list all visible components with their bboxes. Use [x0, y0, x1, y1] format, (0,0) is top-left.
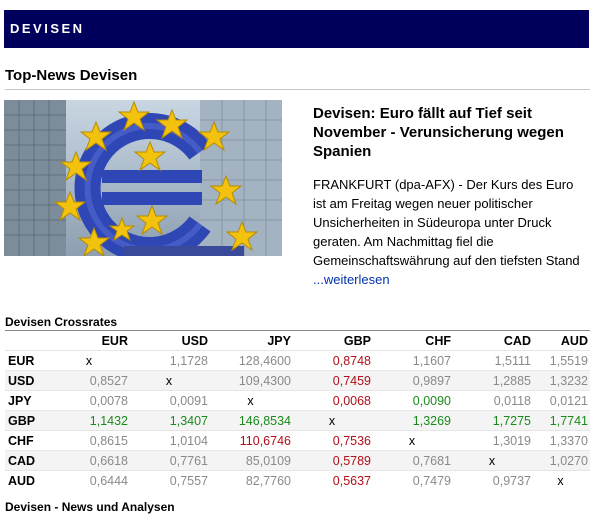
rate-cell-link[interactable]: 0,8615 [50, 430, 130, 451]
column-header: CAD [503, 333, 531, 348]
rate-cell-link[interactable]: 1,0104 [130, 430, 210, 451]
rate-cell-link[interactable]: 1,7741 [533, 410, 590, 431]
rate-cell-link[interactable]: 1,5111 [453, 350, 533, 371]
rate-cell-link[interactable]: 0,5637 [293, 470, 373, 490]
rate-cell-link[interactable]: 1,3370 [533, 430, 590, 451]
rate-cell-link[interactable]: 0,0090 [373, 390, 453, 411]
table-row: USD 0,8527 x 109,4300 0,7459 0,9897 1,2885 1,32… [5, 370, 590, 391]
rate-cell-link[interactable]: 82,7760 [210, 470, 293, 490]
table-row: CHF 0,8615 1,0104 110,6746 0,7536 x 1,3019 1,33… [5, 430, 590, 451]
rate-cell-link[interactable]: 0,6618 [50, 450, 130, 471]
table-header-row: EUR USD JPY GBP CHF CAD AUD [5, 331, 590, 351]
rate-cell-link[interactable]: 0,8748 [293, 350, 373, 371]
table-row: CAD 0,6618 0,7761 85,0109 0,5789 0,7681 x 1,027… [5, 450, 590, 471]
rate-cell-link[interactable]: 0,5789 [293, 450, 373, 471]
rate-cell-link[interactable]: 0,9737 [453, 470, 533, 490]
read-more-link[interactable]: ...weiterlesen [313, 272, 390, 287]
rate-cell-link[interactable]: 0,7761 [130, 450, 210, 471]
rate-cell-link[interactable]: 1,1728 [130, 350, 210, 371]
rate-cell-link[interactable]: 1,1432 [50, 410, 130, 431]
rate-cell-link[interactable]: 0,0068 [293, 390, 373, 411]
table-row: EUR x 1,1728 128,4600 0,8748 1,1607 1,5111 1,55… [5, 350, 590, 371]
banner-title: DEVISEN [10, 21, 85, 36]
row-currency-link[interactable]: GBP [5, 410, 50, 431]
rate-cell-link[interactable]: 0,7479 [373, 470, 453, 490]
rate-cell-link[interactable]: 1,1607 [373, 350, 453, 371]
corner-cell [5, 331, 50, 351]
news-analysis-title: Devisen - News und Analysen [5, 500, 175, 514]
euro-sculpture-image[interactable] [4, 100, 282, 256]
column-header: AUD [560, 333, 588, 348]
table-row: AUD 0,6444 0,7557 82,7760 0,5637 0,7479 0,9737… [5, 470, 590, 490]
rate-cell-self: x [210, 390, 293, 411]
rate-cell-link[interactable]: 0,0091 [130, 390, 210, 411]
rate-cell-self: x [533, 470, 590, 490]
rate-cell-link[interactable]: 0,8527 [50, 370, 130, 391]
rate-cell-link[interactable]: 1,0270 [533, 450, 590, 471]
rate-cell-self: x [50, 350, 130, 371]
table-row: JPY 0,0078 0,0091 x 0,0068 0,0090 0,0118 0,0121 [5, 390, 590, 411]
crossrates-title: Devisen Crossrates [5, 315, 118, 329]
row-currency-link[interactable]: JPY [5, 390, 50, 411]
rate-cell-link[interactable]: 1,3269 [373, 410, 453, 431]
rate-cell-link[interactable]: 146,8534 [210, 410, 293, 431]
news-teaser: FRANKFURT (dpa-AFX) - Der Kurs des Euro … [313, 175, 588, 289]
rate-cell-link[interactable]: 0,7681 [373, 450, 453, 471]
row-currency-link[interactable]: CAD [5, 450, 50, 471]
row-currency-link[interactable]: USD [5, 370, 50, 391]
rate-cell-link[interactable]: 110,6746 [210, 430, 293, 451]
rate-cell-link[interactable]: 0,0121 [533, 390, 590, 411]
news-headline-link[interactable]: Devisen: Euro fällt auf Tief seit Novemb… [313, 105, 564, 160]
divider [5, 89, 590, 90]
rate-cell-link[interactable]: 0,0118 [453, 390, 533, 411]
rate-cell-link[interactable]: 1,7275 [453, 410, 533, 431]
rate-cell-link[interactable]: 1,3407 [130, 410, 210, 431]
row-currency-link[interactable]: EUR [5, 350, 50, 371]
rate-cell-link[interactable]: 85,0109 [210, 450, 293, 471]
euro-sculpture-illustration [4, 100, 282, 256]
section-banner: DEVISEN [4, 10, 589, 48]
rate-cell-link[interactable]: 0,7557 [130, 470, 210, 490]
rate-cell-link[interactable]: 0,7536 [293, 430, 373, 451]
rate-cell-link[interactable]: 0,6444 [50, 470, 130, 490]
row-currency-link[interactable]: CHF [5, 430, 50, 451]
rate-cell-link[interactable]: 0,7459 [293, 370, 373, 391]
crossrates-table: EUR USD JPY GBP CHF CAD AUD EUR x 1,1728 12… [5, 331, 590, 490]
rate-cell-link[interactable]: 1,5519 [533, 350, 590, 371]
rate-cell-self: x [293, 410, 373, 431]
column-header: USD [181, 333, 208, 348]
column-header: CHF [425, 333, 451, 348]
rate-cell-link[interactable]: 1,2885 [453, 370, 533, 391]
column-header: JPY [267, 333, 291, 348]
rate-cell-link[interactable]: 1,3019 [453, 430, 533, 451]
rate-cell-self: x [453, 450, 533, 471]
column-header: GBP [343, 333, 371, 348]
rate-cell-self: x [130, 370, 210, 391]
teaser-text: FRANKFURT (dpa-AFX) - Der Kurs des Euro … [313, 177, 580, 268]
rate-cell-link[interactable]: 0,0078 [50, 390, 130, 411]
top-news-title: Top-News Devisen [5, 67, 138, 84]
rate-cell-self: x [373, 430, 453, 451]
column-header: EUR [101, 333, 128, 348]
row-currency-link[interactable]: AUD [5, 470, 50, 490]
rate-cell-link[interactable]: 1,3232 [533, 370, 590, 391]
divider [5, 330, 590, 331]
rate-cell-link[interactable]: 128,4600 [210, 350, 293, 371]
rate-cell-link[interactable]: 109,4300 [210, 370, 293, 391]
table-row: GBP 1,1432 1,3407 146,8534 x 1,3269 1,7275 1,77… [5, 410, 590, 431]
rate-cell-link[interactable]: 0,9897 [373, 370, 453, 391]
